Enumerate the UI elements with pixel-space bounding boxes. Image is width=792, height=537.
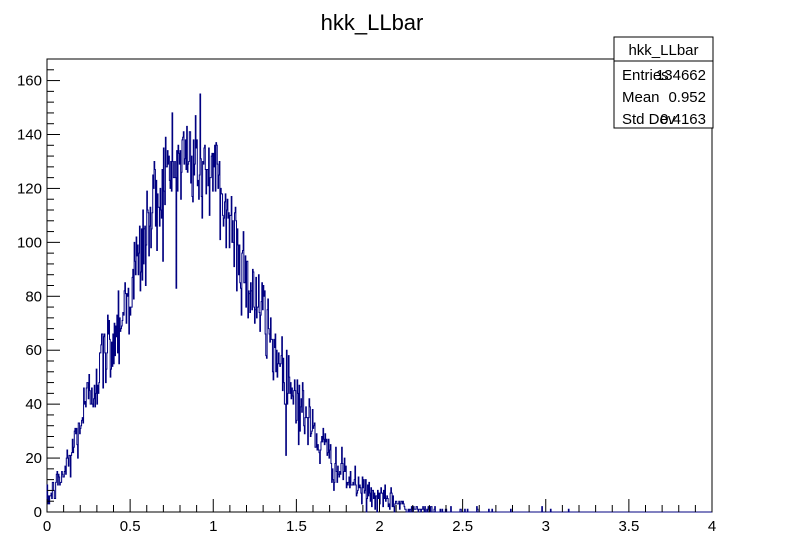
stats-box: hkk_LLbar Entries 134662 Mean 0.952 Std … <box>613 36 714 129</box>
x-tick-label: 0 <box>43 518 51 535</box>
stats-box-frame <box>613 36 714 129</box>
y-tick-label: 40 <box>25 396 42 413</box>
x-tick-label: 0.5 <box>120 518 141 535</box>
x-axis: 0 0.5 1 1.5 2 2.5 3 3.5 4 <box>43 499 716 535</box>
stats-stddev-value: 0.4163 <box>660 111 706 128</box>
stats-entries-label: Entries <box>622 67 669 84</box>
y-tick-label: 120 <box>17 180 42 197</box>
y-tick-label: 100 <box>17 234 42 251</box>
x-tick-label: 1 <box>209 518 217 535</box>
chart-title: hkk_LLbar <box>321 10 424 35</box>
y-tick-label: 20 <box>25 450 42 467</box>
histogram-line <box>46 93 712 513</box>
stats-mean-label: Mean <box>622 89 660 106</box>
x-tick-label: 1.5 <box>286 518 307 535</box>
x-tick-label: 2.5 <box>452 518 473 535</box>
stats-stddev-label: Std Dev <box>622 111 676 128</box>
y-axis: 0 20 40 60 80 100 120 140 160 <box>17 58 60 521</box>
x-tick-label: 2 <box>375 518 383 535</box>
x-tick-label: 4 <box>708 518 716 535</box>
plot-frame <box>46 58 713 513</box>
x-tick-label: 3 <box>542 518 550 535</box>
y-tick-label: 160 <box>17 73 42 90</box>
y-tick-label: 140 <box>17 127 42 144</box>
y-tick-label: 0 <box>34 504 42 521</box>
x-tick-label: 3.5 <box>618 518 639 535</box>
stats-box-title: hkk_LLbar <box>628 42 698 59</box>
y-tick-label: 80 <box>25 288 42 305</box>
y-tick-label: 60 <box>25 342 42 359</box>
stats-mean-value: 0.952 <box>668 89 706 106</box>
stats-entries-value: 134662 <box>656 67 706 84</box>
